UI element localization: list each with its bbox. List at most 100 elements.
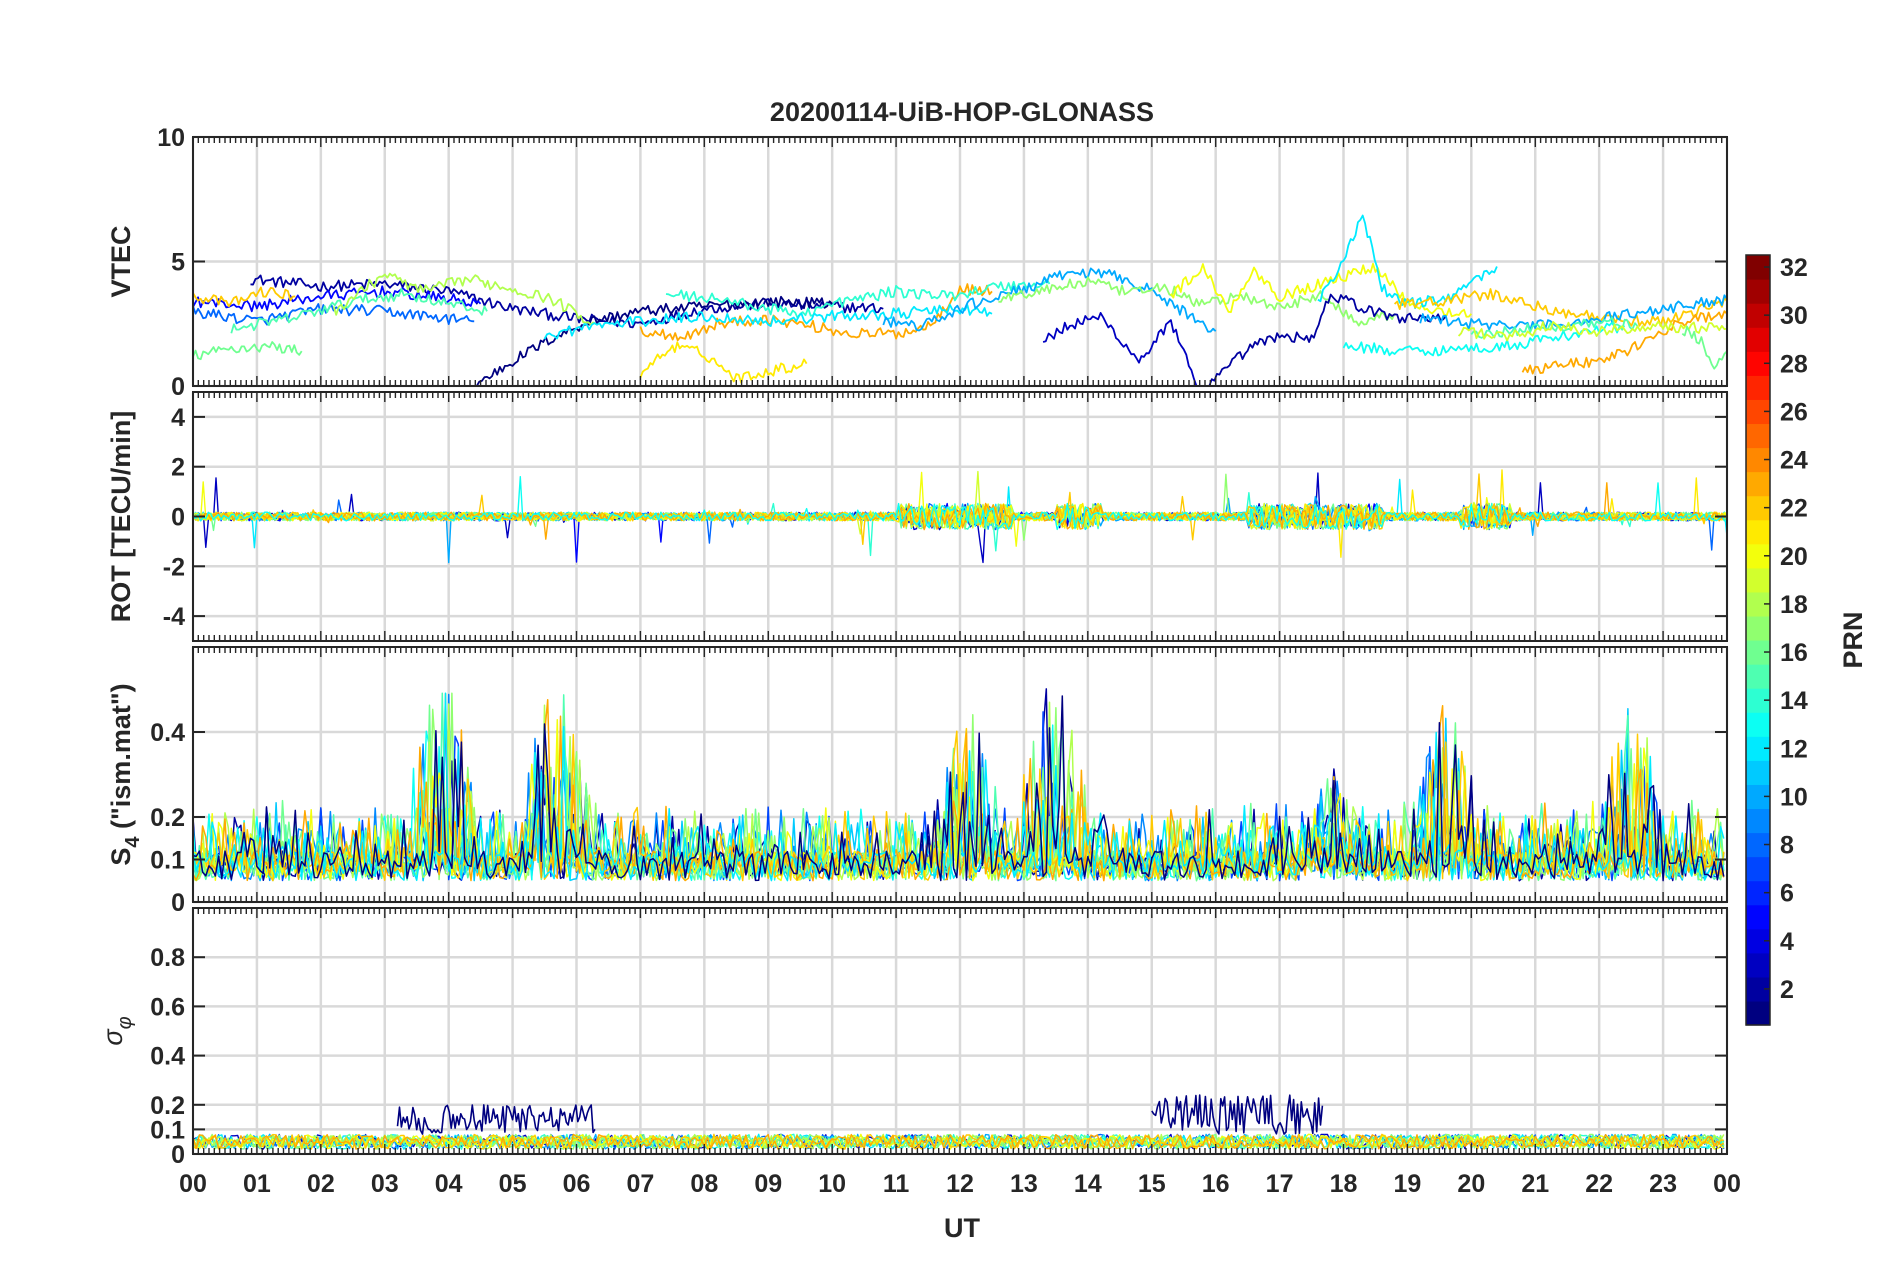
panel-sigma_phi: 00.10.2 0.4 0.6 0.8 σφ — [98, 907, 1729, 1169]
chart-title: 20200114-UiB-HOP-GLONASS — [770, 97, 1154, 127]
vtec-trace-prn-10 — [882, 267, 1217, 333]
colorbar-tick-label: 24 — [1780, 447, 1808, 475]
s4-y-tick-label: 0.1 — [150, 847, 185, 875]
colorbar-tick-label: 12 — [1780, 735, 1808, 763]
y-label-suffix: ("ism.mat") — [106, 683, 136, 836]
vtec-trace-prn-23 — [1521, 310, 1727, 375]
colorbar-swatch-prn-27 — [1746, 375, 1770, 400]
rot-y-label: ROT [TECU/min] — [106, 411, 136, 622]
x-ticks — [192, 392, 1728, 641]
x-tick-label: 08 — [690, 1170, 718, 1198]
s4-trace-prn-1 — [193, 695, 1725, 882]
panel-vtec: 0 5 10 VTEC — [106, 124, 1729, 401]
vtec-trace-prn-3 — [1042, 312, 1198, 386]
colorbar-swatch-prn-7 — [1746, 856, 1770, 882]
colorbar-swatch-prn-15 — [1746, 664, 1770, 689]
colorbar-swatch-prn-13 — [1746, 712, 1770, 737]
colorbar-tick-label: 8 — [1780, 832, 1794, 860]
x-tick-label: 22 — [1585, 1170, 1613, 1198]
vtec-trace-prn-5 — [193, 285, 482, 313]
colorbar-tick-label: 32 — [1780, 254, 1808, 282]
x-tick-label: 02 — [307, 1170, 335, 1198]
colorbar-tick-label: 22 — [1780, 495, 1808, 523]
colorbar-tick-label: 18 — [1780, 591, 1808, 619]
x-tick-label: 11 — [883, 1170, 910, 1198]
rot-trace-prn-21 — [193, 469, 1727, 558]
s4-y-label: S4 ("ism.mat") — [106, 683, 144, 865]
x-axis: 00 01 02 03 04 05 06 07 08 09 10 11 12 13 14 15 16 17 18 19… — [179, 1170, 1741, 1198]
vtec-trace-prn-22 — [1393, 288, 1727, 327]
x-ticks — [192, 137, 1728, 386]
rot-y-tick-label: 4 — [171, 404, 185, 432]
colorbar-swatch-prn-29 — [1746, 327, 1770, 352]
colorbar-swatch-prn-5 — [1746, 904, 1770, 930]
vtec-trace-prn-14 — [665, 278, 1051, 320]
colorbar-swatch-prn-25 — [1746, 423, 1770, 449]
vtec-trace-prn-22 — [193, 286, 296, 308]
x-tick-label: 14 — [1074, 1170, 1102, 1198]
x-tick-label: 12 — [946, 1170, 974, 1198]
x-tick-label: 21 — [1521, 1170, 1549, 1198]
sigma_phi-y-tick-label: 0.4 — [150, 1043, 185, 1071]
x-tick-label: 00 — [1713, 1170, 1741, 1198]
rot-trace-prn-13 — [193, 476, 1727, 531]
colorbar-tick-label: 16 — [1780, 639, 1808, 667]
colorbar-swatch-prn-11 — [1746, 760, 1770, 785]
vtec-trace-prn-12 — [543, 303, 993, 340]
y-label-sub: 4 — [122, 836, 144, 848]
sigma_phi-y-tick-label: 0.1 — [150, 1116, 185, 1144]
y-label-sub: φ — [114, 1016, 136, 1029]
sigma-burst-prn-1-0 — [396, 1104, 596, 1135]
vtec-y-tick-label: 10 — [157, 124, 185, 152]
colorbar-swatch-prn-31 — [1746, 279, 1770, 304]
colorbar-swatch-prn-1 — [1746, 1000, 1770, 1026]
colorbar-tick-label: 6 — [1780, 880, 1794, 908]
x-tick-label: 09 — [754, 1170, 782, 1198]
panel-s4: 00.10.20.4S4 ("ism.mat") — [106, 646, 1729, 917]
sigma_phi-y-tick-label: 0.6 — [150, 993, 185, 1021]
x-tick-label: 01 — [243, 1170, 271, 1198]
colorbar-swatch-prn-19 — [1746, 567, 1770, 593]
s4-y-tick-label: 0.2 — [150, 804, 185, 832]
x-tick-label: 18 — [1330, 1170, 1358, 1198]
vtec-trace-prn-13 — [1342, 321, 1625, 357]
x-tick-label: 00 — [179, 1170, 207, 1198]
s4-traces — [193, 688, 1725, 882]
sigma_phi-y-label: σφ — [98, 1016, 136, 1045]
colorbar-swatch-prn-3 — [1746, 952, 1770, 978]
sigma_phi-traces — [193, 1094, 1725, 1150]
vtec-trace-prn-19 — [1457, 321, 1727, 342]
x-tick-label: 13 — [1010, 1170, 1038, 1198]
x-tick-label: 03 — [371, 1170, 399, 1198]
sigma_phi-y-tick-label: 0.2 — [150, 1092, 185, 1120]
x-tick-label: 17 — [1266, 1170, 1294, 1198]
vtec-trace-prn-8 — [193, 303, 475, 326]
colorbar-tick-label: 2 — [1780, 976, 1794, 1004]
colorbar-tick-label: 14 — [1780, 687, 1808, 715]
colorbar-tick-label: 10 — [1780, 783, 1808, 811]
vtec-trace-prn-18 — [332, 272, 597, 326]
x-tick-label: 07 — [627, 1170, 655, 1198]
vtec-trace-prn-15 — [230, 288, 488, 334]
vtec-trace-prn-10 — [1419, 294, 1727, 331]
vtec-trace-prn-15 — [1470, 316, 1639, 339]
colorbar-swatch-prn-23 — [1746, 471, 1770, 497]
rot-y-tick-label: -2 — [163, 553, 185, 581]
rot-traces — [193, 469, 1727, 564]
colorbar-frame — [1745, 254, 1771, 1026]
vtec-trace-prn-16 — [1681, 325, 1727, 370]
colorbar-swatch-prn-17 — [1746, 615, 1770, 641]
colorbar-tick-label: 28 — [1780, 350, 1808, 378]
x-axis-label: UT — [944, 1213, 980, 1243]
s4-y-tick-label: 0.4 — [150, 719, 185, 747]
vtec-trace-prn-16 — [193, 341, 303, 361]
colorbar-swatch-prn-21 — [1746, 519, 1770, 545]
x-ticks — [192, 908, 1728, 1154]
x-tick-label: 05 — [499, 1170, 527, 1198]
colorbar-tick-label: 20 — [1780, 543, 1808, 571]
x-tick-label: 19 — [1394, 1170, 1422, 1198]
sigma-burst-prn-1-1 — [1151, 1094, 1324, 1135]
x-tick-label: 06 — [563, 1170, 591, 1198]
